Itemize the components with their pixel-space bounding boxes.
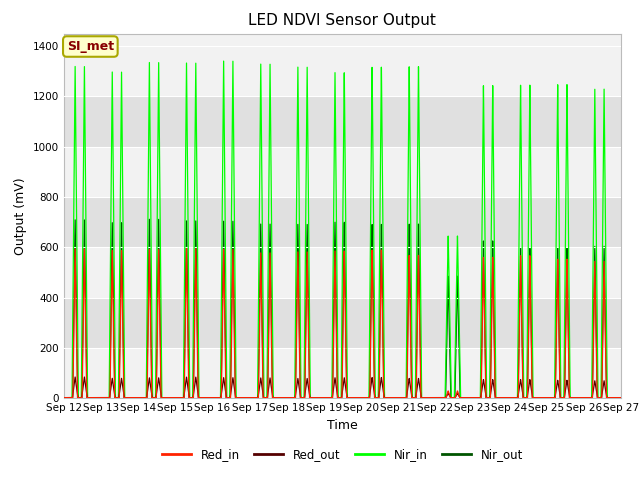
Bar: [64, 46, 621, 96]
Bar: [64, 34, 621, 46]
Legend: Red_in, Red_out, Nir_in, Nir_out: Red_in, Red_out, Nir_in, Nir_out: [157, 443, 528, 466]
Text: SI_met: SI_met: [67, 40, 114, 53]
Bar: [64, 197, 621, 248]
X-axis label: Time: Time: [327, 419, 358, 432]
Bar: [64, 248, 621, 298]
Bar: [64, 348, 621, 398]
Bar: [64, 298, 621, 348]
Y-axis label: Output (mV): Output (mV): [14, 177, 28, 255]
Bar: [64, 96, 621, 147]
Bar: [64, 147, 621, 197]
Title: LED NDVI Sensor Output: LED NDVI Sensor Output: [248, 13, 436, 28]
